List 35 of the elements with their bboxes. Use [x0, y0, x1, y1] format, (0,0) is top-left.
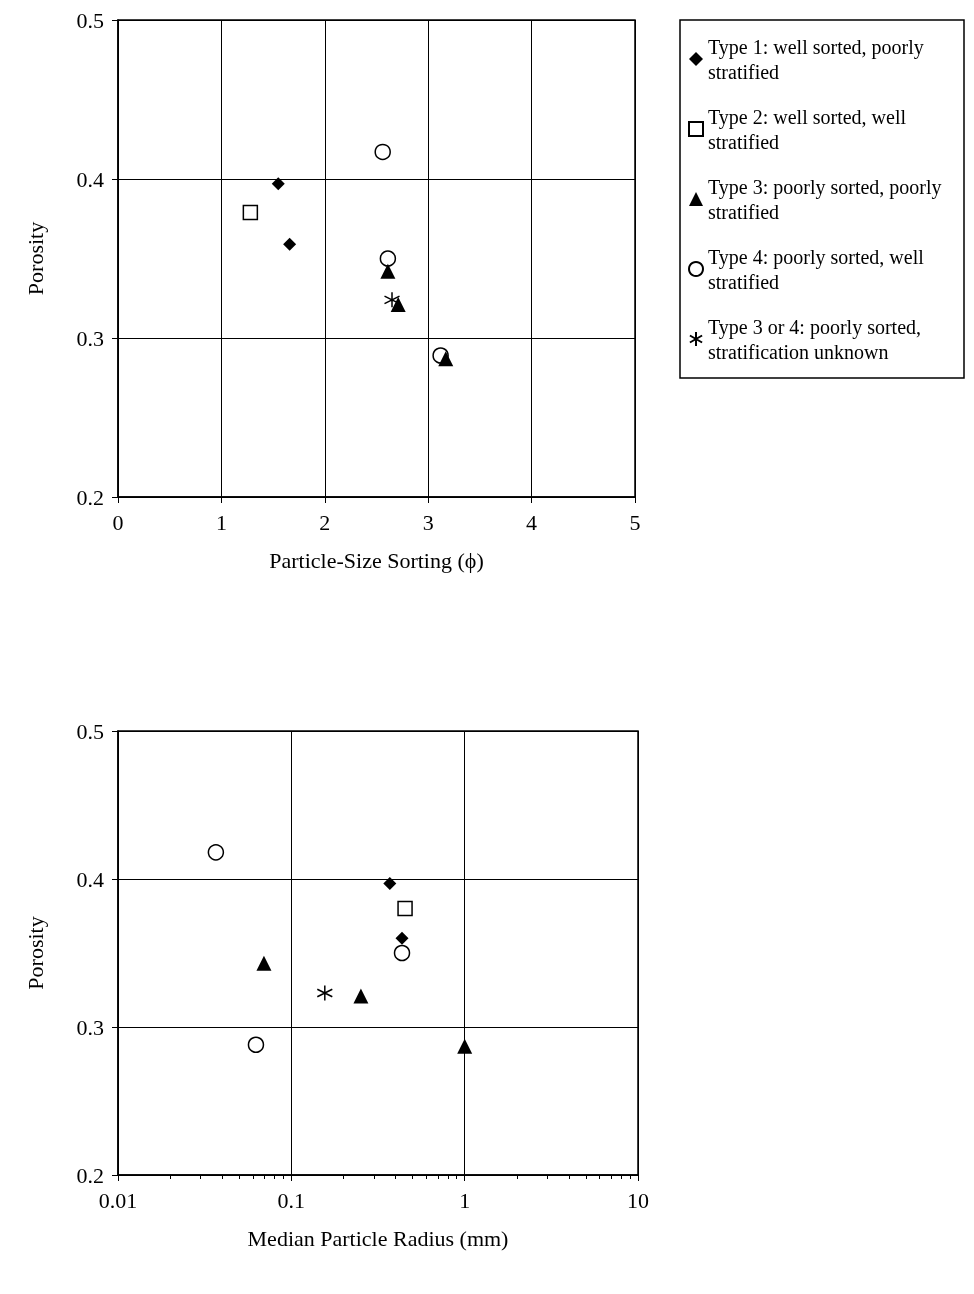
y-tick-label: 0.5: [76, 7, 104, 33]
y-tick-label: 0.2: [76, 1162, 104, 1188]
x-axis-title: Particle-Size Sorting (ϕ): [269, 547, 484, 573]
x-tick-label: 1: [459, 1187, 471, 1213]
x-tick-label: 3: [422, 509, 434, 535]
y-axis-title: Porosity: [22, 221, 48, 296]
x-tick-label: 0.1: [277, 1187, 306, 1213]
x-tick-label: 10: [627, 1187, 649, 1213]
legend-label: Type 4: poorly sorted, well stratified: [708, 245, 929, 293]
y-tick-label: 0.2: [76, 484, 104, 510]
x-tick-label: 0.01: [98, 1187, 138, 1213]
x-axis-title: Median Particle Radius (mm): [247, 1225, 509, 1251]
x-tick-label: 1: [215, 509, 227, 535]
legend-label: Type 1: well sorted, poorly stratified: [708, 35, 929, 83]
point: [432, 347, 449, 364]
x-tick-label: 5: [629, 509, 641, 535]
legend-label: Type 3: poorly sorted, poorly stratified: [708, 175, 947, 223]
y-axis-title: Porosity: [22, 916, 48, 990]
x-tick-label: 4: [526, 509, 538, 535]
point: [242, 204, 259, 221]
point: [271, 177, 285, 191]
x-tick-label: 2: [319, 509, 331, 535]
point: [283, 237, 297, 251]
point: [383, 291, 401, 309]
y-tick-label: 0.4: [76, 866, 104, 892]
point: [379, 250, 397, 267]
point: [380, 263, 396, 279]
y-tick-label: 0.3: [76, 325, 104, 351]
y-tick-label: 0.3: [76, 1014, 104, 1040]
y-tick-label: 0.5: [76, 718, 104, 744]
point: [374, 143, 391, 161]
x-tick-label: 0: [112, 509, 124, 535]
legend-label: Type 3 or 4: poorly sorted, stratification unknown: [708, 315, 927, 363]
legend-label: Type 2: well sorted, well stratified: [708, 105, 911, 153]
y-tick-label: 0.4: [76, 166, 104, 192]
